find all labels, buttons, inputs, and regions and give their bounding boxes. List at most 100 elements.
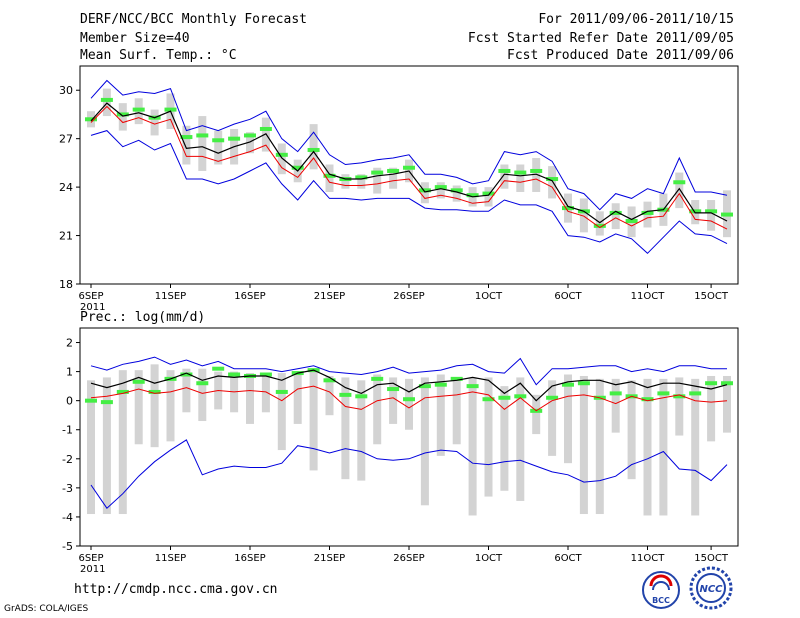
temperature-box: [500, 164, 509, 189]
temperature-box: [595, 211, 604, 236]
temperature-line-blue_max: [90, 79, 728, 211]
precipitation-box: [452, 377, 461, 445]
precipitation-box: [357, 380, 366, 481]
temperature-box: [516, 164, 525, 192]
temperature-line-mean: [90, 102, 728, 224]
temperature-green-mark: [514, 170, 527, 175]
temperature-green-mark: [116, 112, 129, 117]
precipitation-xtick-label: 11OCT: [631, 553, 666, 564]
precipitation-green-mark: [498, 395, 511, 400]
temperature-green-mark: [164, 107, 177, 112]
temperature-box: [325, 164, 334, 192]
temperature-green-mark: [307, 147, 320, 152]
temperature-green-mark: [562, 206, 574, 211]
precipitation-green-mark: [196, 381, 209, 386]
precipitation-box: [389, 377, 398, 424]
temperature-green-mark: [244, 133, 256, 138]
precipitation-green-mark: [514, 394, 527, 399]
temperature-box: [675, 172, 684, 209]
temperature-ytick-label: 18: [59, 278, 73, 291]
temperature-ytick-label: 24: [59, 181, 73, 194]
temperature-green-mark: [721, 212, 733, 217]
temperature-xtick-year: 2011: [80, 302, 105, 313]
temperature-box: [611, 203, 620, 230]
precipitation-box: [246, 373, 254, 424]
temperature-green-mark: [403, 165, 415, 170]
temperature-green-mark: [196, 133, 209, 138]
precipitation-xtick-label: 26SEP: [393, 553, 424, 564]
temperature-line-red: [90, 105, 728, 230]
precipitation-ytick-label: 2: [66, 337, 73, 350]
temperature-box: [436, 182, 445, 199]
precipitation-ytick-label: 1: [66, 366, 73, 379]
precipitation-green-mark: [466, 384, 479, 389]
precipitation-box: [532, 394, 541, 435]
temperature-green-mark: [100, 97, 113, 102]
precipitation-box: [134, 370, 143, 445]
precipitation-xtick-label: 15OCT: [694, 553, 729, 564]
temperature-xtick-label: 6SEP: [78, 291, 103, 302]
temperature-green-mark: [323, 173, 336, 178]
temperature-green-mark: [450, 188, 463, 193]
temperature-green-mark: [673, 180, 686, 185]
temperature-box: [198, 116, 207, 171]
precipitation-line-blue_min: [90, 439, 728, 509]
precipitation-green-mark: [132, 379, 145, 384]
precipitation-box: [675, 377, 684, 436]
precipitation-green-mark: [180, 372, 193, 377]
precipitation-line-mean: [90, 369, 728, 402]
temperature-green-mark: [625, 219, 638, 224]
temperature-green-mark: [593, 223, 606, 228]
temperature-xtick-label: 21SEP: [314, 291, 345, 302]
precipitation-box: [118, 370, 127, 515]
precipitation-green-mark: [212, 366, 225, 371]
precipitation-green-mark: [641, 397, 654, 402]
temperature-box: [150, 109, 159, 136]
temperature-green-mark: [466, 193, 479, 198]
precipitation-green-mark: [323, 378, 336, 383]
precipitation-green-mark: [689, 391, 702, 396]
precipitation-box: [691, 378, 700, 516]
temperature-xtick-label: 1OCT: [475, 291, 503, 302]
precipitation-green-mark: [275, 389, 288, 394]
temperature-green-mark: [291, 165, 304, 170]
precipitation-box: [182, 368, 191, 413]
precipitation-xtick-year: 2011: [80, 564, 105, 575]
precipitation-green-mark: [228, 372, 241, 377]
precipitation-box: [659, 378, 668, 516]
temperature-box: [707, 200, 716, 231]
bcc-logo: BCC: [642, 571, 680, 609]
precipitation-box: [548, 380, 557, 456]
precipitation-green-mark: [673, 394, 686, 399]
precipitation-green-mark: [259, 372, 272, 377]
ncc-logo: NCC: [689, 566, 733, 610]
chart-title: DERF/NCC/BCC Monthly Forecast: [80, 12, 307, 27]
temperature-box: [214, 130, 223, 165]
precipitation-xtick-label: 21SEP: [314, 553, 345, 564]
temperature-green-mark: [418, 188, 431, 193]
precipitation-box: [166, 370, 175, 442]
precipitation-green-mark: [482, 397, 495, 402]
precipitation-green-mark: [339, 392, 352, 397]
temperature-green-mark: [482, 191, 495, 196]
temperature-green-mark: [228, 136, 241, 141]
temperature-green-mark: [371, 170, 384, 175]
precipitation-frame: [79, 327, 739, 547]
temperature-xtick-label: 15OCT: [694, 291, 729, 302]
temperature-xtick-label: 26SEP: [393, 291, 424, 302]
precipitation-box: [564, 374, 572, 464]
precipitation-box: [484, 377, 493, 497]
precipitation-ytick-label: -2: [62, 453, 73, 466]
precipitation-box: [468, 377, 477, 516]
precipitation-xtick-label: 16SEP: [234, 553, 265, 564]
temperature-box: [548, 166, 557, 199]
grads-credit: GrADS: COLA/IGES: [4, 604, 89, 614]
website-link[interactable]: http://cmdp.ncc.cma.gov.cn: [74, 582, 278, 597]
temperature-green-mark: [132, 107, 145, 112]
temperature-box: [420, 182, 429, 204]
precipitation-green-mark: [85, 398, 97, 403]
temperature-box: [277, 143, 286, 175]
temperature-green-mark: [546, 177, 559, 182]
precipitation-box: [102, 377, 111, 515]
precipitation-green-mark: [721, 381, 733, 386]
